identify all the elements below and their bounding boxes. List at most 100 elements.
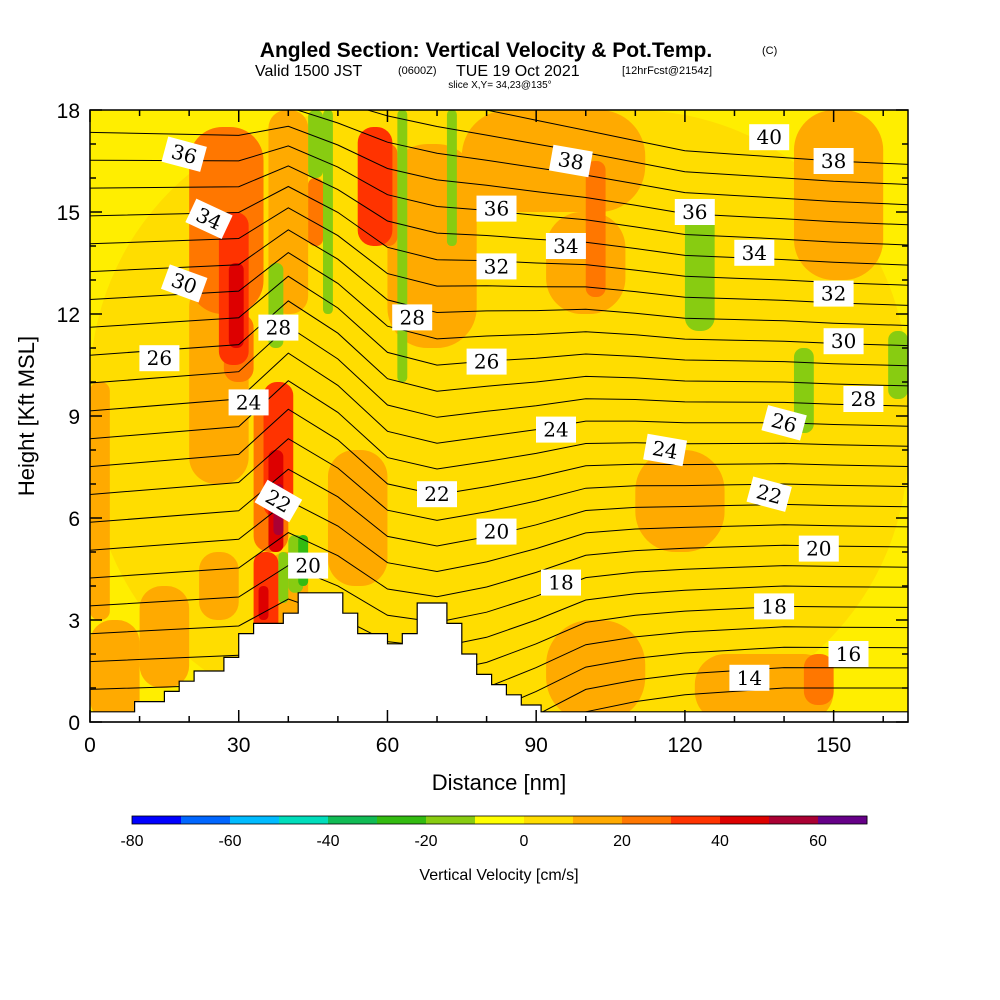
contour-label-text: 22	[424, 482, 449, 506]
colorbar-swatch	[181, 816, 231, 824]
y-tick-label: 15	[57, 202, 80, 225]
y-axis-title: Height [Kft MSL]	[14, 336, 39, 496]
contour-label-text: 26	[474, 350, 499, 374]
colorbar-tick-label: 60	[809, 833, 827, 850]
x-tick-label: 30	[227, 734, 250, 757]
isotherm-line	[90, 125, 908, 226]
contour-label: 34	[734, 239, 775, 266]
subtitle-date: TUE 19 Oct 2021	[456, 63, 580, 80]
contour-label-text: 20	[295, 554, 320, 578]
x-tick-label: 90	[525, 734, 548, 757]
isotherm-line	[90, 229, 908, 326]
velocity-cell	[199, 552, 239, 620]
isotherm-line	[90, 207, 908, 306]
colorbar-tick-label: -60	[218, 833, 241, 850]
contour-label: 34	[545, 233, 586, 259]
isotherm-line	[90, 251, 908, 347]
colorbar-swatch	[328, 816, 378, 824]
contour-label-box	[536, 416, 576, 443]
contour-label-text: 24	[543, 418, 568, 442]
colorbar: -80 -60 -40 -20 0 20 40 60	[120, 815, 868, 850]
velocity-cell	[90, 382, 110, 620]
contour-label-box	[476, 518, 517, 545]
velocity-cell	[793, 348, 814, 433]
isotherm-line	[365, 110, 908, 185]
velocity-cell	[446, 110, 457, 246]
colorbar-tick-label: 0	[520, 833, 529, 850]
contour-label: 18	[754, 593, 795, 620]
contour-label-text: 32	[484, 254, 509, 278]
contour-label: 28	[843, 386, 884, 412]
velocity-cell	[793, 110, 884, 280]
contour-label: 20	[288, 552, 329, 579]
contour-label-text: 18	[548, 571, 573, 595]
velocity-cell	[546, 620, 646, 722]
colorbar-swatch	[475, 816, 525, 824]
isotherm-line	[90, 380, 908, 470]
isotherm-line	[90, 185, 908, 286]
colorbar-swatch	[132, 816, 182, 824]
contour-label-text: 34	[742, 241, 767, 265]
contour-label-box	[228, 389, 269, 416]
contour-label-box	[761, 405, 807, 441]
contour-label-text: 32	[821, 282, 846, 306]
contour-labels: 3634302628242220282622202418363234383634…	[139, 124, 884, 691]
contour-label-text: 28	[266, 316, 291, 340]
colorbar-swatch	[524, 816, 574, 824]
subtitle-forecast: [12hrFcst@2154z]	[622, 65, 712, 77]
velocity-cell	[308, 110, 324, 178]
y-tick-label: 0	[68, 712, 80, 735]
velocity-cell	[308, 178, 324, 246]
contour-label-text: 36	[682, 200, 707, 224]
colorbar-swatch	[769, 816, 819, 824]
contour-label: 38	[548, 144, 593, 178]
contour-label: 16	[828, 641, 869, 667]
contour-label-text: 38	[556, 147, 585, 175]
contour-label-text: 40	[756, 125, 781, 149]
isotherm-line	[90, 532, 908, 598]
colorbar-swatch	[377, 816, 427, 824]
contour-label: 20	[476, 518, 517, 545]
colorbar-swatch	[671, 816, 721, 824]
contour-label: 26	[761, 405, 807, 441]
chart-title-suffix: (C)	[762, 45, 777, 57]
colorbar-tick-label: -80	[120, 833, 143, 850]
y-tick-label: 6	[68, 508, 80, 531]
contour-label-text: 18	[761, 594, 786, 618]
contour-label-box	[749, 124, 790, 151]
contour-label: 20	[798, 535, 839, 562]
contour-label-box	[813, 280, 854, 307]
y-tick-label: 9	[68, 406, 80, 429]
contour-label-text: 16	[836, 642, 861, 666]
contour-label-box	[417, 481, 457, 508]
colorbar-swatch	[426, 816, 476, 824]
contour-label: 22	[417, 481, 457, 508]
contour-label-text: 28	[399, 305, 424, 329]
contour-label: 36	[161, 136, 207, 172]
contour-label-box	[828, 641, 869, 667]
contour-label-box	[754, 593, 795, 620]
contour-label-box	[258, 314, 299, 341]
contour-label: 40	[749, 124, 790, 151]
contour-label-text: 28	[851, 387, 876, 411]
isotherm-line	[90, 408, 908, 496]
contour-label: 18	[541, 569, 581, 596]
terrain-profile	[89, 592, 909, 723]
contour-label: 22	[746, 476, 792, 512]
velocity-cell	[90, 620, 140, 722]
colorbar-swatch	[230, 816, 280, 824]
contour-label-text: 24	[236, 390, 261, 414]
contour-label-box	[548, 144, 593, 178]
contour-label: 36	[674, 199, 715, 225]
contour-label: 14	[729, 664, 770, 691]
contour-label-box	[545, 233, 586, 259]
contour-label: 24	[228, 389, 269, 416]
colorbar-swatch	[720, 816, 770, 824]
contour-label-box	[161, 136, 207, 172]
contour-label: 38	[813, 148, 854, 174]
contour-label-text: 34	[553, 234, 578, 258]
contour-label-box	[734, 239, 775, 266]
x-axis-title: Distance [nm]	[432, 770, 567, 795]
